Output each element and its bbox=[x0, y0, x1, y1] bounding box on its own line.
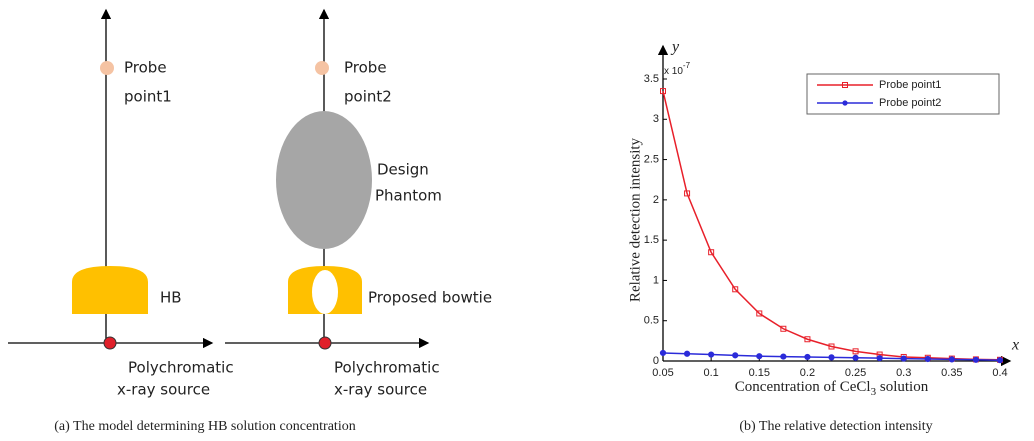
marker bbox=[949, 357, 954, 362]
x-tick-label: 0.2 bbox=[800, 367, 815, 379]
y-multiplier-base: x 10 bbox=[664, 66, 683, 77]
y-multiplier-exponent: -7 bbox=[683, 61, 691, 70]
y-tick-label: 2 bbox=[653, 194, 659, 206]
label: Polychromatic bbox=[128, 359, 234, 377]
marker bbox=[660, 350, 665, 355]
y-multiplier: x 10-7 bbox=[664, 61, 691, 77]
phantom bbox=[276, 111, 372, 249]
x-axis-letter: x bbox=[1011, 337, 1019, 354]
y-tick-label: 1 bbox=[653, 274, 659, 286]
label: Proposed bowtie bbox=[368, 289, 492, 307]
x-axis-label-part: Concentration of CeCl bbox=[735, 379, 871, 395]
marker bbox=[733, 353, 738, 358]
x-tick-label: 0.15 bbox=[749, 367, 770, 379]
label: Probe bbox=[344, 59, 387, 77]
label: Design bbox=[377, 161, 429, 179]
marker bbox=[925, 356, 930, 361]
marker bbox=[805, 354, 810, 359]
label: x-ray source bbox=[334, 381, 427, 399]
label: HB bbox=[160, 289, 182, 307]
caption: (b) The relative detection intensity bbox=[739, 419, 932, 434]
probe-point bbox=[315, 61, 329, 75]
marker bbox=[973, 357, 978, 362]
caption: (a) The model determining HB solution co… bbox=[54, 419, 355, 434]
y-tick-label: 0 bbox=[653, 355, 659, 367]
label: point1 bbox=[124, 88, 172, 106]
marker bbox=[853, 355, 858, 360]
x-tick-label: 0.25 bbox=[845, 367, 866, 379]
probe-point bbox=[100, 61, 114, 75]
marker bbox=[757, 354, 762, 359]
source-point bbox=[319, 337, 331, 349]
legend-label: Probe point2 bbox=[879, 97, 941, 109]
source-point bbox=[104, 337, 116, 349]
y-tick-label: 0.5 bbox=[644, 315, 659, 327]
y-tick-label: 3.5 bbox=[644, 73, 659, 85]
x-tick-label: 0.35 bbox=[941, 367, 962, 379]
hb-filter bbox=[72, 266, 148, 314]
marker bbox=[877, 356, 882, 361]
legend-label: Probe point1 bbox=[879, 79, 941, 91]
marker bbox=[829, 355, 834, 360]
label: x-ray source bbox=[117, 381, 210, 399]
label: point2 bbox=[344, 88, 392, 106]
label: Polychromatic bbox=[334, 359, 440, 377]
marker bbox=[997, 358, 1002, 363]
x-axis-label-part: solution bbox=[876, 379, 929, 395]
y-axis-letter: y bbox=[670, 39, 680, 56]
y-tick-label: 1.5 bbox=[644, 234, 659, 246]
y-tick-label: 2.5 bbox=[644, 153, 659, 165]
x-tick-label: 0.1 bbox=[703, 367, 718, 379]
bowtie-hole bbox=[312, 270, 338, 314]
legend-marker bbox=[842, 100, 847, 105]
series-line bbox=[663, 91, 1000, 360]
y-axis-label: Relative detection intensity bbox=[627, 137, 643, 302]
marker bbox=[781, 354, 786, 359]
x-tick-label: 0.3 bbox=[896, 367, 911, 379]
marker bbox=[901, 356, 906, 361]
label: Probe bbox=[124, 59, 167, 77]
x-tick-label: 0.4 bbox=[992, 367, 1007, 379]
x-tick-label: 0.05 bbox=[652, 367, 673, 379]
page: Probe point1 HB Polychromatic x-ray sour… bbox=[0, 0, 1034, 441]
x-axis-label: Concentration of CeCl3 solution bbox=[735, 379, 929, 397]
figure: Probe point1 HB Polychromatic x-ray sour… bbox=[0, 0, 1034, 441]
label: Phantom bbox=[375, 187, 442, 205]
marker bbox=[709, 352, 714, 357]
marker bbox=[684, 351, 689, 356]
y-tick-label: 3 bbox=[653, 113, 659, 125]
